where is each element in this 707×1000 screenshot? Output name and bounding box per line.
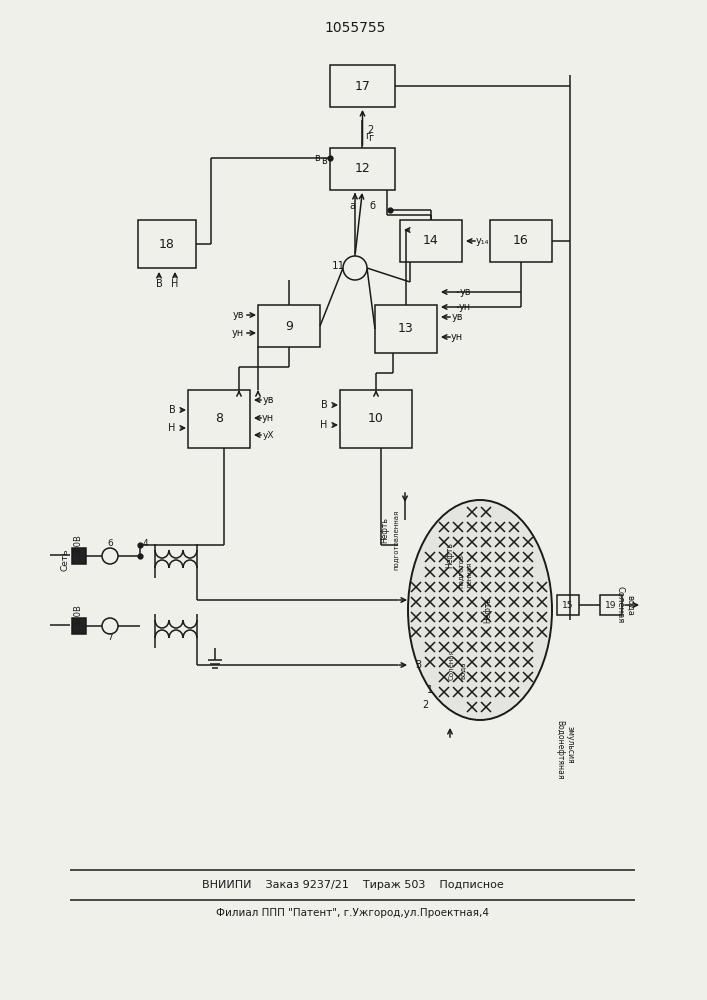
Text: 10: 10: [368, 412, 384, 426]
Text: 15: 15: [562, 600, 574, 609]
Text: 17: 17: [355, 80, 370, 93]
Text: уХ: уХ: [262, 430, 274, 440]
Text: 8: 8: [215, 412, 223, 426]
Bar: [375, 305, 437, 353]
Circle shape: [102, 618, 118, 634]
Text: ув: ув: [233, 310, 244, 320]
Bar: [138, 220, 196, 268]
Text: вода: вода: [459, 661, 465, 679]
Text: Соленая: Соленая: [616, 586, 624, 624]
Text: вода: вода: [626, 595, 634, 615]
Bar: [490, 220, 552, 262]
Text: г: г: [368, 133, 373, 143]
Text: Водонефтяная: Водонефтяная: [556, 720, 564, 780]
Text: Нефть: Нефть: [380, 517, 390, 543]
Text: подготов-: подготов-: [457, 552, 463, 588]
Text: ВНИИПИ    Заказ 9237/21    Тираж 503    Подписное: ВНИИПИ Заказ 9237/21 Тираж 503 Подписное: [202, 880, 504, 890]
Text: ленная: ленная: [467, 562, 473, 588]
Text: 11: 11: [332, 261, 344, 271]
Text: 2: 2: [422, 700, 428, 710]
Text: Филиал ППП "Патент", г.Ужгород,ул.Проектная,4: Филиал ППП "Патент", г.Ужгород,ул.Проект…: [216, 908, 489, 918]
Text: 12: 12: [355, 162, 370, 176]
Text: подготовленная: подготовленная: [392, 510, 398, 570]
Text: ув: ув: [451, 312, 463, 322]
Text: в: в: [314, 153, 320, 163]
Bar: [258, 305, 320, 347]
Text: 16: 16: [513, 234, 529, 247]
Text: ув: ув: [460, 287, 471, 297]
Text: 380В: 380В: [74, 604, 83, 626]
Text: ун: ун: [232, 328, 244, 338]
Text: 6: 6: [107, 540, 113, 548]
Text: а: а: [349, 201, 356, 211]
Text: Н: Н: [168, 423, 175, 433]
Text: 18: 18: [159, 237, 175, 250]
Text: у₁₄: у₁₄: [475, 236, 489, 246]
Text: эмульсия: эмульсия: [566, 726, 575, 764]
Text: В: В: [169, 405, 175, 415]
Text: в: в: [322, 156, 327, 166]
Bar: [72, 548, 86, 564]
Bar: [557, 595, 579, 615]
Bar: [340, 390, 412, 448]
Text: Сеть: Сеть: [61, 549, 69, 571]
Text: Соленая: Соленая: [449, 650, 455, 680]
Text: 1055755: 1055755: [325, 21, 386, 35]
Text: 4: 4: [142, 540, 148, 548]
Text: Нефть: Нефть: [484, 597, 493, 623]
Ellipse shape: [408, 500, 552, 720]
Text: Н: Н: [171, 279, 179, 289]
Bar: [72, 618, 86, 634]
Text: Нефть: Нефть: [445, 542, 455, 568]
Text: В: В: [321, 400, 327, 410]
Text: б: б: [370, 201, 375, 211]
Bar: [600, 595, 622, 615]
Bar: [188, 390, 250, 448]
Circle shape: [102, 548, 118, 564]
Text: 3: 3: [415, 660, 421, 670]
Text: 7: 7: [107, 634, 113, 643]
Text: 14: 14: [423, 234, 439, 247]
Bar: [330, 148, 395, 190]
Text: В: В: [156, 279, 163, 289]
Text: 19: 19: [605, 600, 617, 609]
Text: 9: 9: [285, 320, 293, 332]
Text: ун: ун: [451, 332, 463, 342]
Text: 380В: 380В: [74, 534, 83, 556]
Text: г: г: [365, 131, 370, 141]
Text: ун: ун: [459, 302, 471, 312]
Circle shape: [343, 256, 367, 280]
Text: 1: 1: [427, 685, 433, 695]
Bar: [400, 220, 462, 262]
Text: ун: ун: [262, 413, 274, 423]
Text: Н: Н: [320, 420, 327, 430]
Text: 2: 2: [368, 125, 373, 135]
Text: ув: ув: [262, 395, 274, 405]
Text: 13: 13: [398, 322, 414, 336]
Bar: [330, 65, 395, 107]
